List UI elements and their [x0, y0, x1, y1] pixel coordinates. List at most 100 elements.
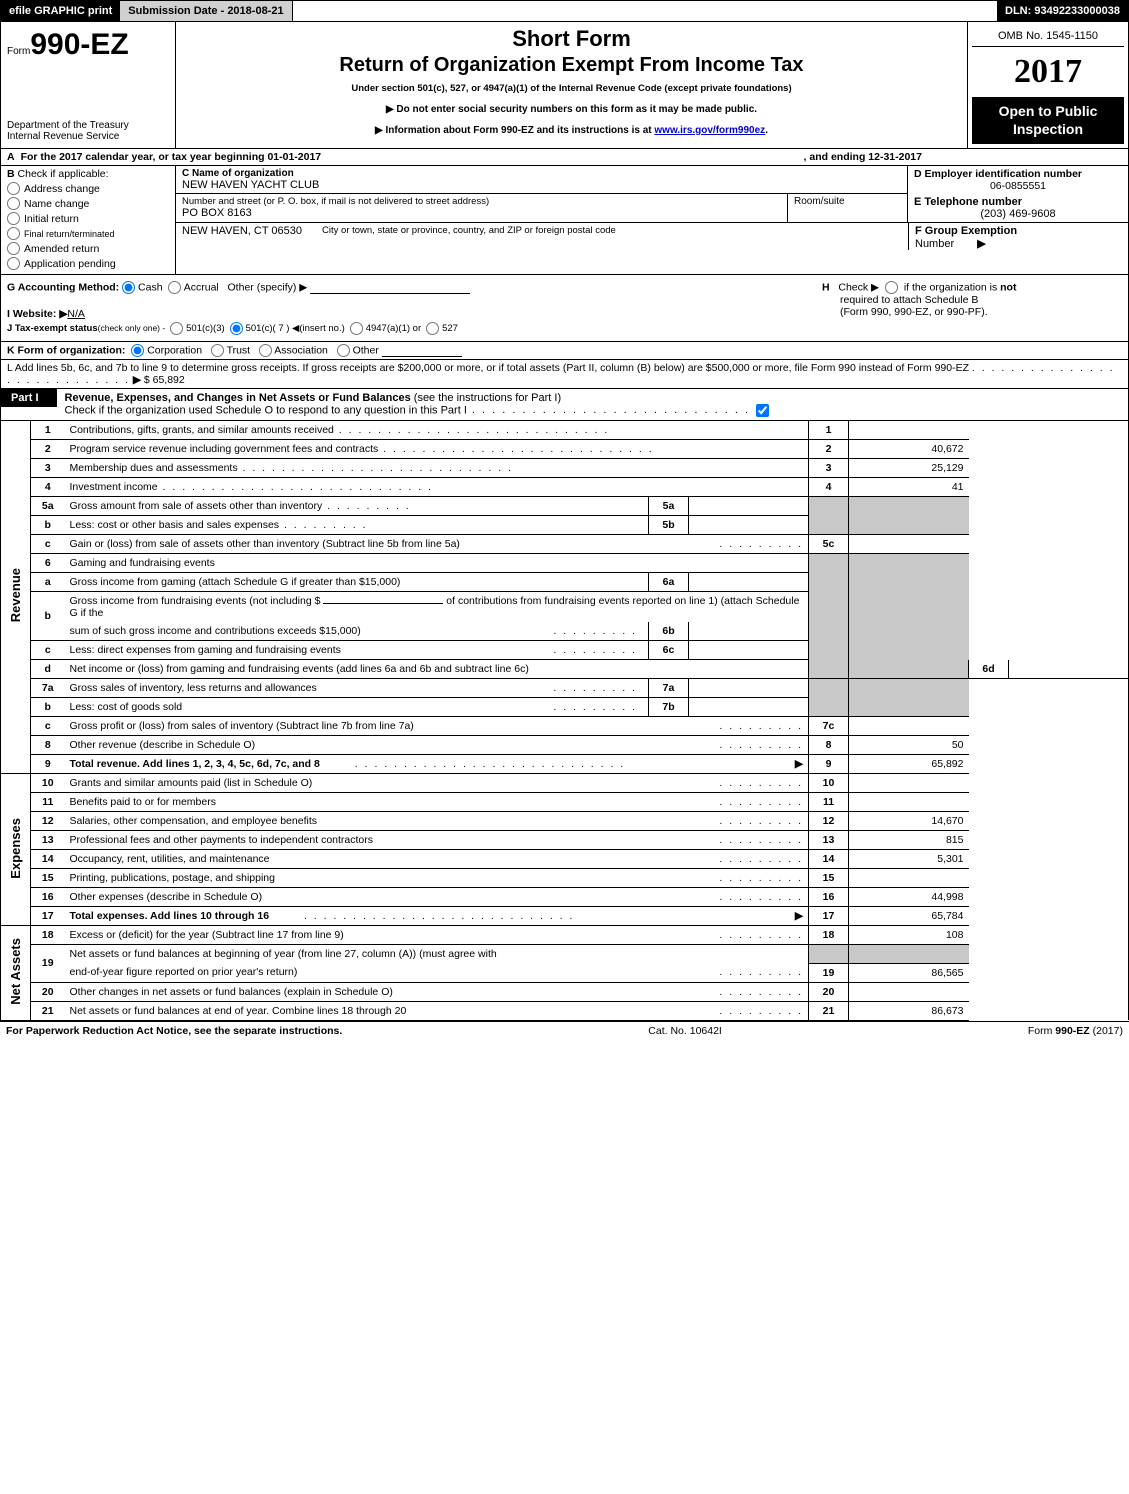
radio-other-org[interactable] [337, 344, 350, 357]
check-name-change[interactable] [7, 197, 20, 210]
mid-7b: 7b [649, 698, 689, 717]
input-6b-amount[interactable] [323, 603, 443, 604]
footer-right-post: (2017) [1090, 1025, 1123, 1037]
val-21: 86,673 [849, 1001, 969, 1020]
efile-label: efile GRAPHIC print [1, 1, 120, 21]
num-8: 8 [809, 736, 849, 755]
l-arrow-icon: ▶ [133, 374, 141, 386]
opt-initial-return: Initial return [24, 213, 79, 225]
side-expenses: Expenses [1, 774, 31, 926]
k-other-input[interactable] [382, 356, 462, 357]
radio-corporation[interactable] [131, 344, 144, 357]
radio-4947[interactable] [350, 322, 363, 335]
line-12: 12 Salaries, other compensation, and emp… [1, 812, 1129, 831]
f-label: F Group Exemption [915, 225, 1017, 237]
num-4: 4 [809, 478, 849, 497]
i-label: I Website: ▶ [7, 308, 67, 320]
header-center: Short Form Return of Organization Exempt… [176, 22, 968, 148]
check-final-return[interactable] [7, 227, 20, 240]
midval-7b [689, 698, 809, 717]
num-5c: 5c [809, 535, 849, 554]
desc-17: Total expenses. Add lines 10 through 16 [70, 910, 270, 922]
info2-post: . [765, 125, 768, 136]
line-9: 9 Total revenue. Add lines 1, 2, 3, 4, 5… [1, 755, 1129, 774]
check-address-change[interactable] [7, 182, 20, 195]
check-amended-return[interactable] [7, 242, 20, 255]
num-21: 21 [809, 1001, 849, 1020]
desc-7a: Gross sales of inventory, less returns a… [70, 682, 317, 694]
ln-13: 13 [31, 831, 65, 850]
city-label: City or town, state or province, country… [322, 225, 616, 248]
radio-association[interactable] [259, 344, 272, 357]
radio-501c[interactable] [230, 322, 243, 335]
check-application-pending[interactable] [7, 257, 20, 270]
midval-5a [689, 497, 809, 516]
radio-cash[interactable] [122, 281, 135, 294]
org-name: NEW HAVEN YACHT CLUB [182, 179, 901, 191]
mid-5a: 5a [649, 497, 689, 516]
shade-7ab [809, 679, 849, 717]
radio-527[interactable] [426, 322, 439, 335]
label-b: B [7, 168, 15, 180]
part1-sub: Check if the organization used Schedule … [65, 404, 467, 416]
side-revenue: Revenue [1, 421, 31, 774]
desc-10: Grants and similar amounts paid (list in… [70, 777, 313, 789]
arrow-9-icon: ▶ [795, 758, 803, 770]
row-k: K Form of organization: Corporation Trus… [0, 342, 1129, 360]
h-not: not [1000, 281, 1016, 293]
num-18: 18 [809, 926, 849, 945]
row-a: A For the 2017 calendar year, or tax yea… [0, 149, 1129, 166]
g-other: Other (specify) ▶ [228, 281, 308, 293]
e-label: E Telephone number [914, 196, 1122, 208]
submission-date: Submission Date - 2018-08-21 [120, 1, 292, 21]
topbar-spacer [293, 1, 997, 21]
ln-11: 11 [31, 793, 65, 812]
desc-6c: Less: direct expenses from gaming and fu… [70, 644, 341, 656]
check-schedule-o[interactable] [756, 404, 769, 417]
j-4947: 4947(a)(1) or [366, 323, 421, 334]
line-21: 21 Net assets or fund balances at end of… [1, 1001, 1129, 1020]
line-7c: c Gross profit or (loss) from sales of i… [1, 717, 1129, 736]
check-if-applicable: Check if applicable: [18, 168, 109, 180]
val-7c [849, 717, 969, 736]
val-20 [849, 982, 969, 1001]
desc-4: Investment income [70, 481, 158, 493]
ln-3: 3 [31, 459, 65, 478]
topbar: efile GRAPHIC print Submission Date - 20… [0, 0, 1129, 22]
e-value: (203) 469-9608 [914, 208, 1122, 220]
d-label: D Employer identification number [914, 168, 1122, 180]
line-7a: 7a Gross sales of inventory, less return… [1, 679, 1129, 698]
radio-accrual[interactable] [168, 281, 181, 294]
radio-trust[interactable] [211, 344, 224, 357]
info-line-2: ▶ Information about Form 990-EZ and its … [184, 125, 959, 136]
midval-5b [689, 516, 809, 535]
instructions-link[interactable]: www.irs.gov/form990ez [654, 125, 765, 136]
row-gh: G Accounting Method: Cash Accrual Other … [0, 275, 1129, 342]
h-text2: if the organization is [904, 281, 1000, 293]
ln-6: 6 [31, 554, 65, 573]
midval-6c [689, 641, 809, 660]
num-17: 17 [809, 907, 849, 926]
ln-6b: b [31, 592, 65, 641]
desc-18: Excess or (deficit) for the year (Subtra… [70, 929, 344, 941]
part1-title2: (see the instructions for Part I) [414, 392, 561, 404]
mid-6a: 6a [649, 573, 689, 592]
desc-7c: Gross profit or (loss) from sales of inv… [70, 720, 414, 732]
label-a: A [7, 151, 15, 163]
ln-7b: b [31, 698, 65, 717]
radio-h-check[interactable] [885, 281, 898, 294]
k-label: K Form of organization: [7, 344, 125, 356]
num-14: 14 [809, 850, 849, 869]
side-net-assets: Net Assets [1, 926, 31, 1021]
f-arrow-icon: ▶ [977, 238, 985, 250]
val-15 [849, 869, 969, 888]
ln-5c: c [31, 535, 65, 554]
opt-final-return: Final return/terminated [24, 229, 115, 239]
val-10 [849, 774, 969, 793]
gh-left: G Accounting Method: Cash Accrual Other … [7, 281, 822, 335]
radio-501c3[interactable] [170, 322, 183, 335]
check-initial-return[interactable] [7, 212, 20, 225]
mid-6c: 6c [649, 641, 689, 660]
g-other-input[interactable] [310, 293, 470, 294]
desc-14: Occupancy, rent, utilities, and maintena… [70, 853, 270, 865]
